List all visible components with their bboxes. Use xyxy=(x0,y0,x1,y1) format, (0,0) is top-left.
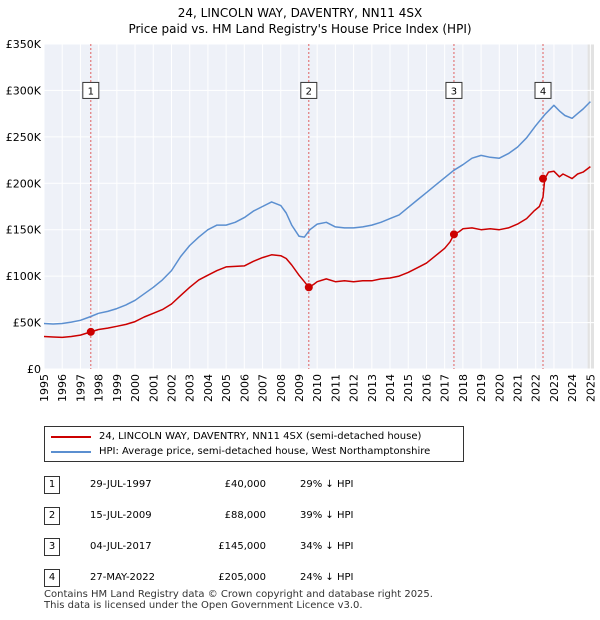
sale-marker-label: 3 xyxy=(451,86,457,97)
sale-marker-label: 2 xyxy=(306,86,312,97)
x-tick-label: 2000 xyxy=(129,374,142,402)
y-tick-label: £0 xyxy=(27,363,41,376)
sale-price-3: £145,000 xyxy=(218,541,266,552)
price-chart: £0 £50K £100K £150K £200K £250K £300K £350K 1995… xyxy=(6,38,598,402)
sale-hpi-1: 29% ↓ HPI xyxy=(300,479,354,490)
x-tick-label: 2016 xyxy=(420,374,433,402)
plot-background xyxy=(44,44,594,369)
x-tick-label: 2024 xyxy=(566,374,579,402)
sale-marker-box xyxy=(445,81,463,99)
x-tick-label: 2017 xyxy=(439,374,452,402)
footer-licence: This data is licensed under the Open Gov… xyxy=(44,600,363,611)
sale-marker-label: 4 xyxy=(540,86,546,97)
x-tick-label: 2001 xyxy=(147,374,160,402)
x-tick-label: 2022 xyxy=(530,374,543,402)
sale-date-1: 29-JUL-1997 xyxy=(90,479,152,490)
legend-label-hpi: HPI: Average price, semi-detached house,… xyxy=(99,446,431,457)
x-tick-label: 1996 xyxy=(56,374,69,402)
sale-marker-label: 1 xyxy=(88,86,94,97)
legend-label-property: 24, LINCOLN WAY, DAVENTRY, NN11 4SX (sem… xyxy=(99,431,422,442)
y-tick-label: £50K xyxy=(13,317,42,330)
x-tick-label: 2003 xyxy=(184,374,197,402)
x-tick-label: 2006 xyxy=(238,374,251,402)
property-price-line xyxy=(43,166,591,339)
sale-marker-box xyxy=(82,81,100,99)
x-tick-label: 2005 xyxy=(220,374,233,402)
footer-copyright: Contains HM Land Registry data © Crown c… xyxy=(44,589,433,600)
x-tick-label: 2004 xyxy=(202,374,215,402)
x-tick-label: 2011 xyxy=(329,374,342,402)
x-tick-label: 2021 xyxy=(512,374,525,402)
sale-price-2: £88,000 xyxy=(224,510,266,521)
y-tick-label: £200K xyxy=(6,177,42,190)
x-tick-label: 2002 xyxy=(165,374,178,402)
x-tick-label: 1999 xyxy=(111,374,124,402)
chart-title: 24, LINCOLN WAY, DAVENTRY, NN11 4SX xyxy=(177,6,423,20)
sale-point xyxy=(86,327,95,336)
y-tick-label: £300K xyxy=(6,84,42,97)
footer: Contains HM Land Registry data © Crown c… xyxy=(44,589,433,611)
chart-subtitle: Price paid vs. HM Land Registry's House … xyxy=(128,22,472,36)
x-tick-label: 2010 xyxy=(311,374,324,402)
chart-legend: 24, LINCOLN WAY, DAVENTRY, NN11 4SX (sem… xyxy=(44,426,464,462)
x-tick-label: 2025 xyxy=(584,374,597,402)
sale-number-1: 1 xyxy=(44,476,60,494)
sale-date-3: 04-JUL-2017 xyxy=(90,541,152,552)
x-tick-label: 2015 xyxy=(402,374,415,402)
y-tick-label: £100K xyxy=(6,270,42,283)
y-tick-label: £350K xyxy=(6,38,42,51)
sale-number-4: 4 xyxy=(44,569,60,587)
x-tick-label: 2023 xyxy=(548,374,561,402)
legend-line-hpi xyxy=(51,451,91,453)
sale-hpi-4: 24% ↓ HPI xyxy=(300,572,354,583)
sale-price-1: £40,000 xyxy=(224,479,266,490)
x-tick-label: 2013 xyxy=(366,374,379,402)
sale-point xyxy=(304,283,313,292)
x-tick-label: 2009 xyxy=(293,374,306,402)
x-tick-label: 2020 xyxy=(493,374,506,402)
x-tick-label: 2008 xyxy=(275,374,288,402)
x-tick-label: 2014 xyxy=(384,374,397,402)
x-tick-label: 2007 xyxy=(257,374,270,402)
x-tick-label: 1995 xyxy=(38,374,51,402)
sale-hpi-2: 39% ↓ HPI xyxy=(300,510,354,521)
sale-point xyxy=(449,230,458,239)
y-tick-label: £150K xyxy=(6,224,42,237)
sale-date-2: 15-JUL-2009 xyxy=(90,510,152,521)
sale-hpi-3: 34% ↓ HPI xyxy=(300,541,354,552)
hpi-line xyxy=(43,101,591,325)
legend-line-property xyxy=(51,436,91,438)
x-tick-label: 2012 xyxy=(348,374,361,402)
sale-marker-box xyxy=(300,81,318,99)
sale-number-3: 3 xyxy=(44,538,60,556)
sale-number-2: 2 xyxy=(44,507,60,525)
x-tick-label: 1997 xyxy=(74,374,87,402)
sale-marker-box xyxy=(534,81,552,99)
x-tick-label: 2018 xyxy=(457,374,470,402)
y-tick-label: £250K xyxy=(6,131,42,144)
x-tick-label: 1998 xyxy=(93,374,106,402)
sale-price-4: £205,000 xyxy=(218,572,266,583)
x-tick-label: 2019 xyxy=(475,374,488,402)
sale-date-4: 27-MAY-2022 xyxy=(90,572,156,583)
sale-point xyxy=(539,174,548,183)
